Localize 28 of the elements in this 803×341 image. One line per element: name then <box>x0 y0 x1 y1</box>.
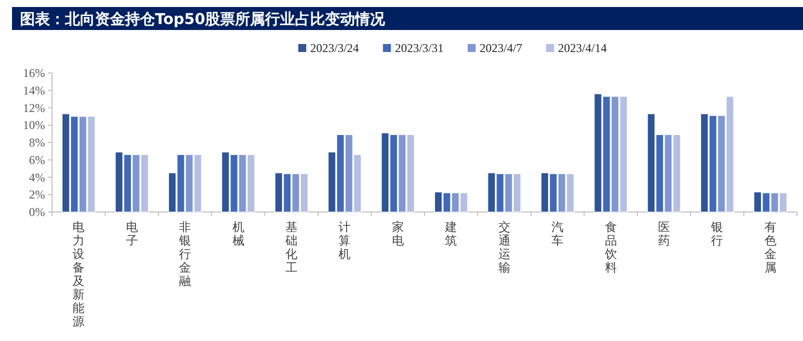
x-tick-label: 食品饮料 <box>604 220 617 274</box>
x-tick-label: 电子 <box>126 220 138 248</box>
x-tick-label: 建筑 <box>444 220 458 248</box>
x-tick-label: 家电 <box>392 220 404 248</box>
x-tick-label: 汽车 <box>552 220 564 248</box>
legend-label: 2023/3/24 <box>310 41 359 55</box>
y-tick-label: 16% <box>23 66 45 80</box>
y-tick-label: 6% <box>29 152 45 167</box>
chart-title: 图表：北向资金持仓Top50股票所属行业占比变动情况 <box>20 10 386 28</box>
y-tick-label: 8% <box>29 136 45 150</box>
x-tick-label: 机械 <box>232 220 244 248</box>
x-tick-label: 医药 <box>658 220 670 248</box>
x-tick-label: 基础化工 <box>284 220 298 274</box>
y-tick-label: 10% <box>23 118 45 132</box>
y-tick-label: 4% <box>29 170 45 184</box>
legend-label: 2023/4/14 <box>558 41 607 55</box>
y-tick-label: 12% <box>23 100 45 115</box>
y-tick-label: 2% <box>29 188 45 202</box>
x-tick-label: 非银行金融 <box>178 220 192 288</box>
x-tick-label: 计算机 <box>338 220 351 261</box>
y-tick-label: 0% <box>29 205 45 219</box>
legend-label: 2023/4/7 <box>480 41 522 55</box>
y-tick-label: 14% <box>23 83 45 98</box>
legend-label: 2023/3/31 <box>394 41 444 55</box>
x-tick-label: 银行 <box>710 220 724 248</box>
x-tick-label: 有色金属 <box>764 220 776 274</box>
x-tick-label: 电力设备及新能源 <box>72 220 85 328</box>
x-tick-label: 交通运输 <box>498 220 510 274</box>
